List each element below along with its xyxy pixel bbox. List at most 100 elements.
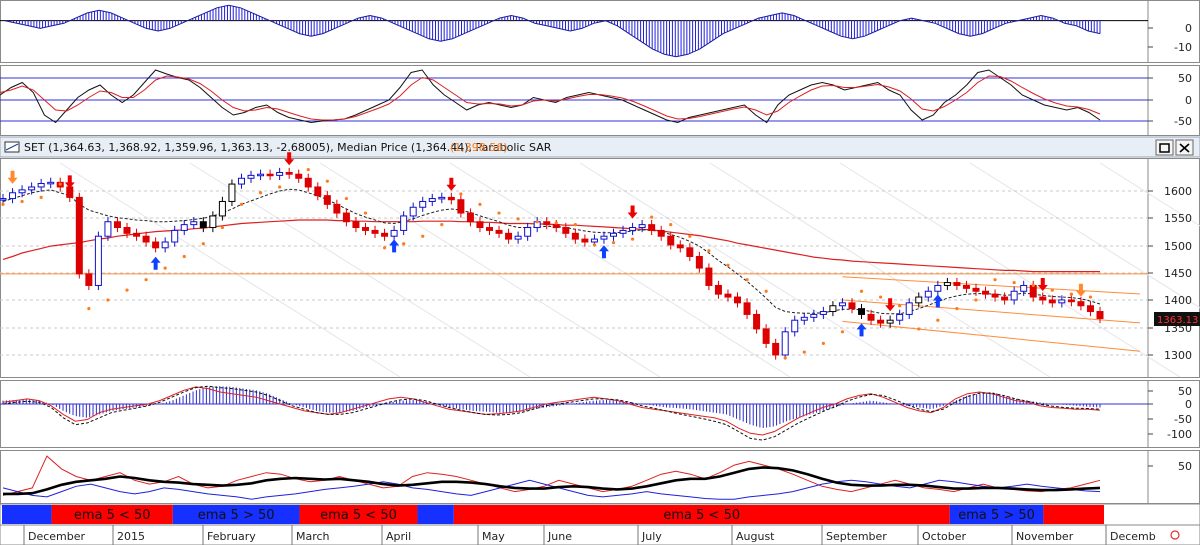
- candle-body: [686, 247, 694, 257]
- axis-tick-label: 1300: [1164, 349, 1192, 362]
- candle-body: [66, 186, 74, 198]
- sar-dot: [1012, 280, 1016, 285]
- sar-dot: [144, 278, 148, 282]
- sar-dot: [669, 223, 673, 227]
- candle-body: [333, 203, 341, 214]
- ema-strip-panel: ema 5 < 50 ema 5 > 50 ema 5 < 50 ema 5 < 50…: [0, 503, 1200, 526]
- axis-tick-label: 1450: [1164, 267, 1192, 280]
- sar-dot: [859, 289, 864, 293]
- candle-body: [190, 221, 198, 226]
- candle-body: [886, 319, 894, 324]
- sar-dot: [898, 304, 902, 308]
- sar-dot: [478, 202, 482, 206]
- sar-dot: [554, 221, 558, 225]
- ema-segment: [949, 505, 1044, 524]
- candle-body: [915, 296, 923, 304]
- candle-body: [838, 302, 846, 307]
- candle-body: [905, 302, 913, 315]
- candle-body: [829, 305, 837, 313]
- signal-arrow-down: [1075, 283, 1086, 297]
- candle-body: [247, 174, 255, 179]
- candle-body: [638, 224, 646, 229]
- panel-frame: [0, 450, 1200, 504]
- signal-arrow-up: [150, 256, 161, 270]
- maximize-icon[interactable]: [1155, 139, 1174, 156]
- price-title: SET (1,364.63, 1,368.92, 1,359.96, 1,363…: [24, 141, 552, 154]
- candle-body: [466, 212, 474, 223]
- sar-dot: [821, 341, 825, 345]
- candle-body: [705, 267, 713, 286]
- sar-dot: [707, 249, 711, 253]
- candle-body: [209, 215, 217, 229]
- candle-body: [1048, 299, 1056, 304]
- candle-body: [257, 173, 265, 177]
- axis-tick-label: 1500: [1164, 240, 1192, 253]
- settings-icon[interactable]: [1170, 530, 1180, 540]
- macd-series-line: [2, 385, 1101, 441]
- candle-body: [409, 206, 417, 217]
- candle-body: [266, 173, 274, 177]
- sar-dot: [993, 278, 997, 282]
- x-axis-label: August: [736, 530, 775, 543]
- sar-dot: [573, 223, 577, 227]
- sar-dot: [258, 191, 263, 195]
- x-axis-label: Decemb: [1110, 530, 1156, 543]
- candle-body: [228, 183, 236, 202]
- sar-dot: [421, 234, 425, 238]
- ema-segment-label: ema 5 < 50: [663, 508, 740, 523]
- candle-body: [438, 196, 446, 200]
- ema-segment: [299, 505, 418, 524]
- candle-body: [581, 238, 589, 243]
- stoch-series-line: [0, 75, 1101, 121]
- channel-line: [842, 320, 1141, 352]
- ema-segment-label: ema 5 > 50: [198, 508, 275, 523]
- signal-arrow-down: [1037, 277, 1048, 291]
- close-icon[interactable]: [1175, 139, 1194, 156]
- x-axis-label: April: [386, 530, 411, 543]
- candle-body: [371, 229, 379, 234]
- candle-body: [323, 195, 331, 205]
- gann-line: [59, 162, 401, 378]
- sar-dot: [688, 234, 692, 238]
- candle-body: [514, 235, 522, 240]
- panel-frame: [0, 380, 1200, 448]
- candle-body: [276, 171, 284, 176]
- signal-arrow-down: [446, 177, 457, 191]
- gann-line: [969, 162, 1200, 309]
- candle-body: [762, 328, 770, 344]
- candle-body: [142, 235, 150, 243]
- sar-dot: [163, 266, 167, 270]
- signal-arrow-down: [284, 152, 295, 166]
- candle-body: [695, 255, 703, 269]
- candle-body: [552, 224, 560, 229]
- candle-body: [724, 293, 732, 298]
- signal-arrow-down: [64, 175, 75, 189]
- x-axis-label: 2015: [117, 530, 145, 543]
- candle-body: [648, 224, 656, 231]
- candle-body: [485, 227, 493, 231]
- x-axis-frame: [0, 524, 1200, 545]
- gann-line: [189, 162, 531, 378]
- signal-arrow-up: [389, 239, 400, 253]
- sar-dot: [344, 196, 349, 201]
- sar-dot: [87, 307, 91, 311]
- sar-dot: [201, 242, 205, 246]
- ema-segment: [172, 505, 300, 524]
- sar-dot: [1, 202, 5, 206]
- candle-body: [858, 308, 866, 315]
- candle-body: [314, 186, 322, 197]
- gann-line: [1099, 162, 1200, 227]
- sar-dot: [516, 217, 520, 221]
- sar-dot: [402, 242, 406, 246]
- x-axis: December 2015 February March April May June Jul…: [0, 524, 1200, 545]
- axis-tick-label: 1600: [1164, 185, 1192, 198]
- chart-type-icon[interactable]: [4, 141, 20, 153]
- candle-body: [113, 221, 121, 229]
- sar-dot: [363, 211, 368, 215]
- sar-dot: [325, 179, 329, 183]
- oscillator-panel: 0-10: [0, 4, 1192, 58]
- candle-body: [610, 232, 618, 237]
- candle-body: [18, 189, 26, 194]
- candle-body: [9, 192, 17, 200]
- ema-segment-label: ema 5 < 50: [74, 508, 151, 523]
